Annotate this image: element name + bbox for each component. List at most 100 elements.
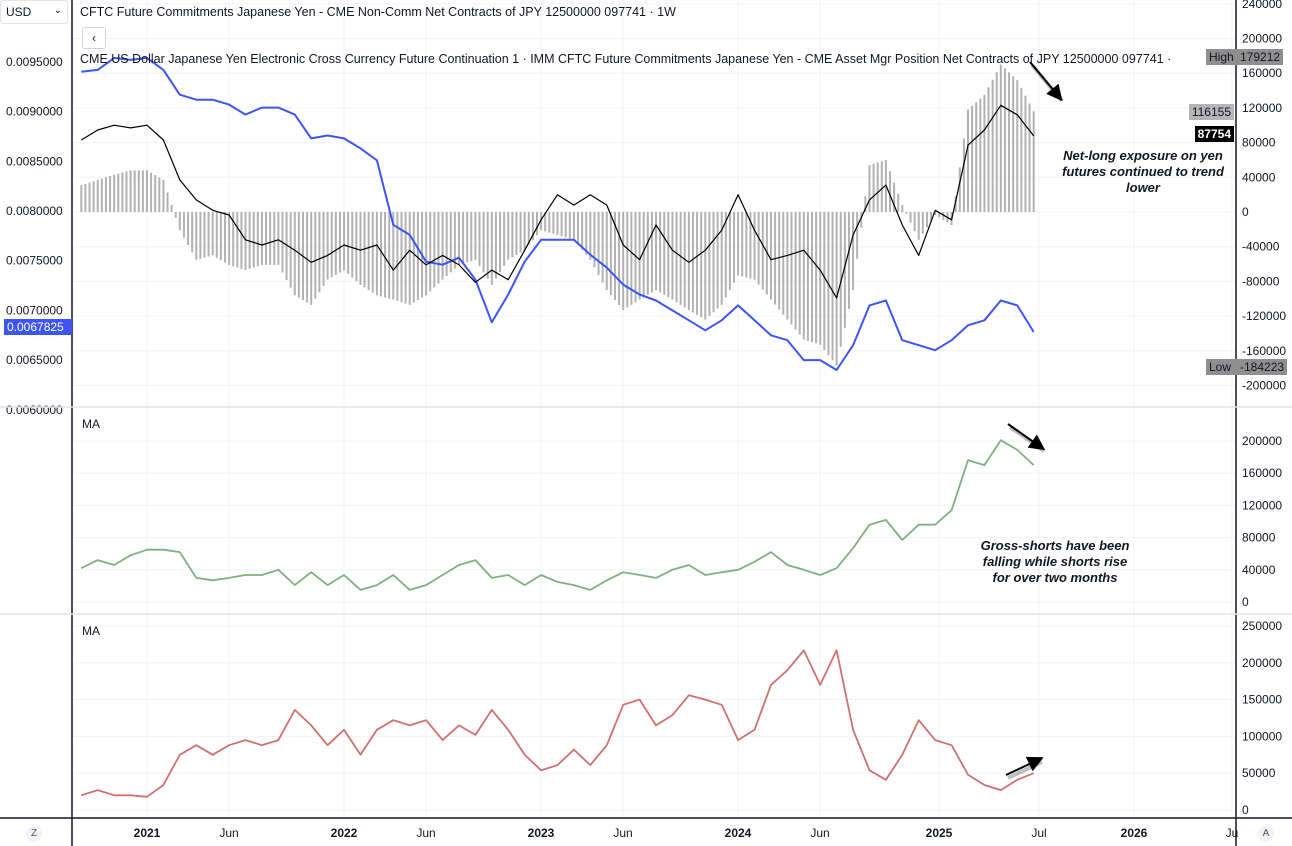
noncomm-net-bar	[228, 212, 231, 265]
noncomm-net-bar	[150, 172, 153, 212]
noncomm-net-bar	[819, 212, 822, 345]
noncomm-net-bar	[1003, 68, 1006, 213]
noncomm-net-bar	[293, 212, 296, 296]
pane2-label: MA	[82, 417, 100, 431]
noncomm-net-bar	[519, 212, 522, 253]
right-axis-tick: -40000	[1242, 240, 1280, 254]
time-axis-label: Jul	[1031, 826, 1046, 840]
noncomm-net-bar	[137, 170, 140, 212]
noncomm-net-bar	[679, 212, 682, 305]
noncomm-net-bar	[338, 212, 341, 273]
pane3-axis-tick: 0	[1242, 803, 1249, 817]
noncomm-net-bar	[523, 212, 526, 251]
noncomm-net-bar	[687, 212, 690, 311]
time-axis-label: Jun	[416, 826, 435, 840]
noncomm-net-bar	[388, 212, 391, 299]
noncomm-net-bar	[285, 212, 288, 281]
noncomm-net-bar	[191, 212, 194, 253]
noncomm-net-bar	[310, 212, 313, 305]
noncomm-net-bar	[154, 175, 157, 212]
zoom-reset-button[interactable]: Z	[26, 826, 42, 842]
noncomm-net-bar	[655, 212, 658, 291]
noncomm-net-bar	[954, 196, 957, 212]
noncomm-net-bar	[663, 212, 666, 295]
noncomm-net-bar	[367, 212, 370, 291]
noncomm-net-bar	[839, 212, 842, 347]
low-value-badge: -184223	[1237, 359, 1288, 375]
noncomm-net-bar	[1028, 103, 1031, 212]
pane3-axis-tick: 200000	[1242, 656, 1282, 670]
noncomm-net-bar	[1008, 72, 1011, 213]
annotation-gross-shorts: Gross-shorts have been falling while sho…	[980, 538, 1130, 585]
auto-scale-button[interactable]: A	[1258, 826, 1274, 842]
time-axis-label: Jun	[810, 826, 829, 840]
pane2-axis-tick: 200000	[1242, 434, 1282, 448]
noncomm-net-bar	[704, 212, 707, 320]
noncomm-net-bar	[925, 212, 928, 228]
noncomm-net-bar	[429, 212, 432, 292]
right-axis-tick: -120000	[1242, 309, 1286, 323]
noncomm-net-bar	[638, 212, 641, 300]
noncomm-net-bar	[166, 192, 169, 212]
noncomm-net-bar	[798, 212, 801, 335]
noncomm-net-bar	[379, 212, 382, 297]
noncomm-net-bar	[659, 212, 662, 293]
noncomm-net-bar	[269, 212, 272, 265]
time-axis-label: 2025	[926, 826, 953, 840]
noncomm-net-bar	[737, 212, 740, 276]
noncomm-net-bar	[232, 212, 235, 267]
noncomm-net-bar	[211, 212, 214, 256]
noncomm-net-bar	[219, 212, 222, 261]
noncomm-net-bar	[474, 212, 477, 260]
noncomm-net-bar	[318, 212, 321, 293]
noncomm-net-bar	[486, 212, 489, 279]
noncomm-net-bar	[613, 212, 616, 301]
noncomm-net-bar	[100, 178, 103, 212]
left-axis-tick: 0.0095000	[6, 55, 63, 69]
noncomm-net-bar	[207, 212, 210, 257]
noncomm-net-bar	[995, 72, 998, 212]
noncomm-net-bar	[979, 98, 982, 212]
left-axis-tick: 0.0065000	[6, 353, 63, 367]
noncomm-net-bar	[728, 212, 731, 291]
overlay-legend[interactable]: CME US Dollar Japanese Yen Electronic Cr…	[80, 52, 1172, 66]
noncomm-net-bar	[630, 212, 633, 305]
noncomm-net-bar	[913, 212, 916, 232]
noncomm-net-bar	[88, 182, 91, 212]
noncomm-net-bar	[749, 212, 752, 279]
noncomm-net-bar	[868, 165, 871, 212]
noncomm-net-bar	[544, 212, 547, 232]
noncomm-net-bar	[129, 170, 132, 212]
noncomm-net-bar	[482, 212, 485, 273]
currency-selector[interactable]: USD ⌄	[0, 0, 68, 24]
pane3-label: MA	[82, 624, 100, 638]
noncomm-net-bar	[802, 212, 805, 340]
noncomm-net-bar	[96, 179, 99, 212]
main-series-title: CFTC Future Commitments Japanese Yen - C…	[80, 5, 676, 19]
noncomm-net-bar	[244, 212, 247, 271]
noncomm-net-bar	[314, 212, 317, 299]
noncomm-net-bar	[852, 212, 855, 291]
noncomm-net-bar	[864, 196, 867, 212]
noncomm-net-bar	[117, 173, 120, 212]
noncomm-net-bar	[384, 212, 387, 298]
noncomm-net-bar	[823, 212, 826, 350]
collapse-legend-button[interactable]: ‹	[82, 27, 106, 49]
noncomm-net-bar	[371, 212, 374, 293]
noncomm-net-bar	[831, 212, 834, 361]
right-axis-tick: 40000	[1242, 170, 1276, 184]
noncomm-net-bar	[174, 212, 177, 218]
noncomm-net-bar	[626, 212, 629, 308]
noncomm-net-bar	[889, 171, 892, 212]
noncomm-net-bar	[564, 212, 567, 238]
noncomm-net-bar	[691, 212, 694, 313]
noncomm-net-bar	[983, 94, 986, 212]
noncomm-net-bar	[215, 212, 218, 258]
noncomm-net-bar	[856, 212, 859, 259]
noncomm-net-bar	[548, 212, 551, 233]
noncomm-net-bar	[133, 170, 136, 212]
noncomm-net-bar	[581, 212, 584, 250]
left-axis-tick: 0.0090000	[6, 105, 63, 119]
noncomm-net-bar	[901, 205, 904, 212]
